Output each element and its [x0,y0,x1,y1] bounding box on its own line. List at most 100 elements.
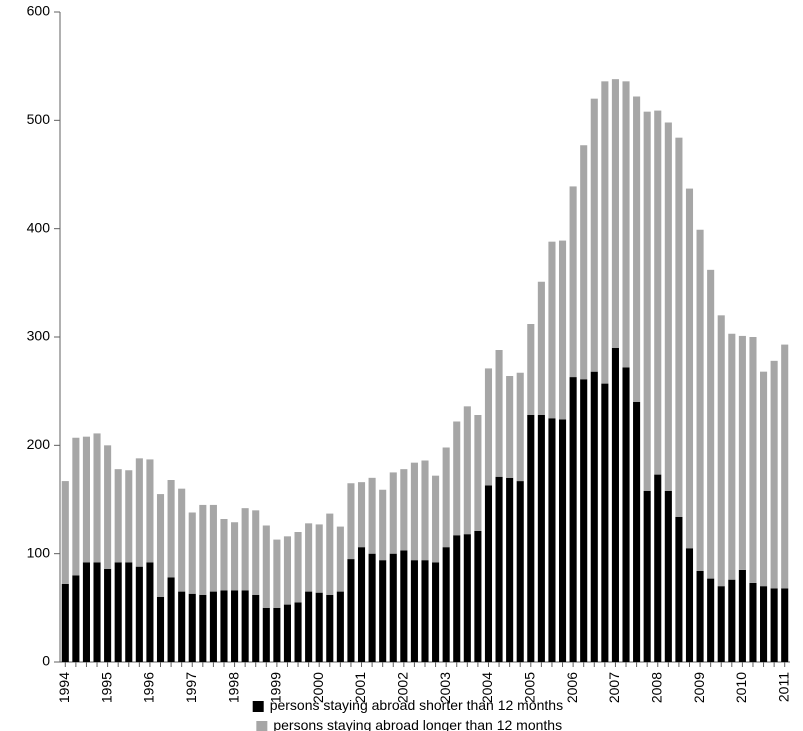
bar-segment-short [390,554,397,662]
y-tick-label: 100 [27,544,51,560]
y-tick-label: 300 [27,328,51,344]
bar-segment-short [464,534,471,662]
bar-segment-short [728,580,735,662]
legend-label: persons staying abroad shorter than 12 m… [270,697,563,713]
bar-segment-short [326,595,333,662]
bar-segment-short [570,377,577,662]
y-tick-label: 500 [27,111,51,127]
bar-segment-long [72,438,79,576]
x-tick-label: 1995 [98,672,114,703]
bar-segment-long [622,81,629,367]
bar-segment-short [305,592,312,662]
bar-segment-short [220,591,227,663]
bar-segment-short [591,372,598,662]
bar-segment-short [612,348,619,662]
y-tick-label: 0 [42,653,50,669]
bar-segment-long [697,230,704,571]
stacked-bar-chart: 0100200300400500600199419951996199719981… [0,0,803,731]
bar-segment-long [189,513,196,594]
bar-segment-long [400,469,407,550]
bar-segment-long [369,478,376,554]
bar-segment-long [231,522,238,590]
bar-segment-short [749,583,756,662]
bar-segment-long [347,483,354,559]
bar-segment-short [527,415,534,662]
bar-segment-short [644,491,651,662]
bar-segment-short [210,592,217,662]
bar-segment-short [369,554,376,662]
bar-segment-long [83,437,90,563]
y-tick-label: 200 [27,436,51,452]
bar-segment-long [220,519,227,591]
bar-segment-short [760,586,767,662]
bar-segment-short [601,384,608,662]
bar-segment-long [781,345,788,589]
bar-segment-short [548,418,555,662]
bar-segment-long [316,524,323,592]
bar-segment-long [178,489,185,592]
bar-segment-long [464,406,471,534]
bar-segment-long [273,540,280,608]
bar-segment-short [178,592,185,662]
bar-segment-long [210,505,217,592]
bar-segment-short [273,608,280,662]
bar-segment-short [432,562,439,662]
bar-segment-long [728,334,735,580]
bar-segment-short [400,550,407,662]
bar-segment-long [136,458,143,566]
y-tick-label: 400 [27,219,51,235]
bar-segment-long [644,112,651,491]
legend-item: persons staying abroad longer than 12 mo… [256,717,562,731]
bar-segment-long [474,415,481,531]
bar-segment-short [337,592,344,662]
bar-segment-long [443,448,450,548]
bar-segment-long [242,508,249,590]
bar-segment-long [601,81,608,383]
x-tick-label: 1994 [56,672,72,703]
bar-segment-short [104,569,111,662]
bar-segment-short [263,608,270,662]
bar-segment-long [305,523,312,591]
bar-segment-short [189,594,196,662]
bar-segment-short [421,560,428,662]
x-tick-label: 2006 [564,672,580,703]
bar-segment-short [136,567,143,662]
legend-label: persons staying abroad longer than 12 mo… [273,717,562,731]
bar-segment-short [697,571,704,662]
bar-segment-short [496,477,503,662]
bar-segment-long [421,461,428,561]
bar-segment-short [485,485,492,662]
bar-segment-long [337,527,344,592]
bar-segment-short [146,562,153,662]
bar-segment-long [125,470,132,562]
bar-segment-short [474,531,481,662]
bar-segment-short [358,547,365,662]
bar-segment-long [654,111,661,475]
bar-segment-short [284,605,291,662]
bar-segment-short [580,379,587,662]
chart-container: 0100200300400500600199419951996199719981… [0,0,803,731]
bar-segment-long [62,481,69,584]
bar-segment-short [665,491,672,662]
bar-segment-short [157,597,164,662]
bar-segment-long [358,482,365,547]
bar-segment-short [316,593,323,662]
bar-segment-long [168,480,175,578]
bar-segment-long [411,463,418,560]
bar-segment-long [453,422,460,536]
bar-segment-long [432,476,439,563]
x-tick-label: 2009 [691,672,707,703]
bar-segment-long [379,490,386,560]
bar-segment-short [168,578,175,663]
bar-segment-long [749,337,756,583]
x-tick-label: 2007 [606,672,622,703]
bar-segment-long [559,241,566,420]
bar-segment-long [199,505,206,595]
bar-segment-long [294,532,301,602]
legend-marker [253,701,264,712]
bar-segment-short [72,575,79,662]
bar-segment-short [62,584,69,662]
bar-segment-short [506,478,513,662]
bar-segment-long [496,350,503,477]
bar-segment-long [284,536,291,604]
